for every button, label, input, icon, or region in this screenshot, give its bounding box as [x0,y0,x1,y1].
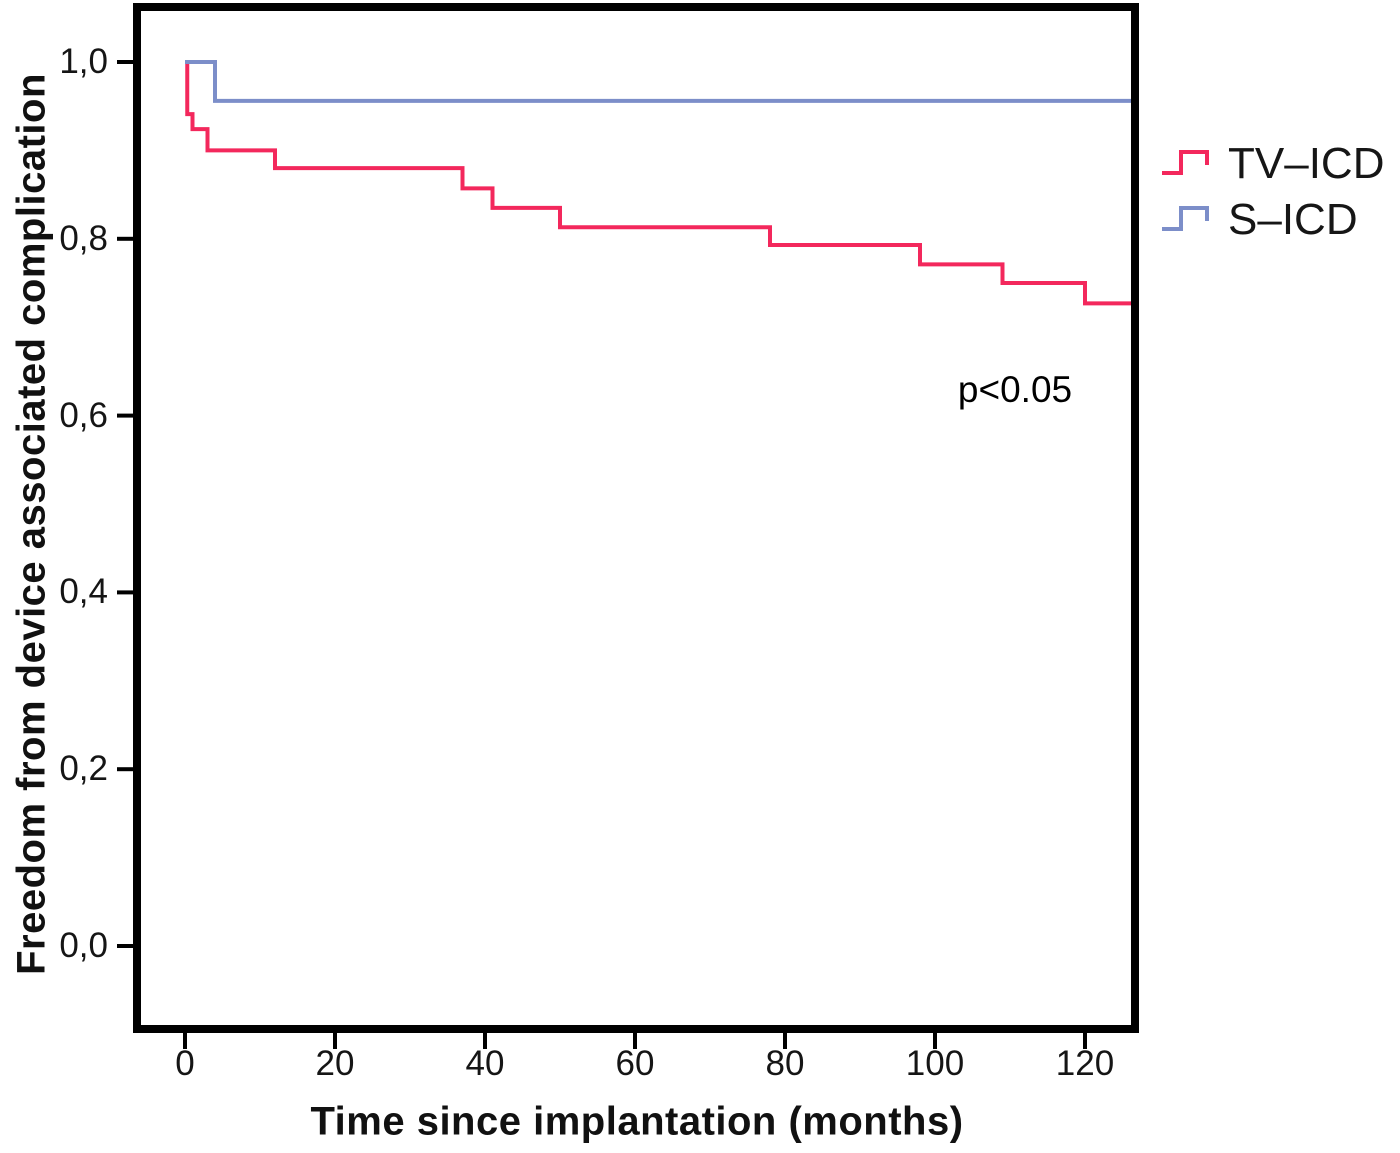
legend: TV–ICD S–ICD [1160,140,1384,244]
x-tick-label: 80 [765,1044,805,1083]
legend-item-tv-icd: TV–ICD [1160,140,1384,188]
x-tick-label: 100 [905,1044,965,1083]
series-curve-1 [185,60,1133,103]
y-tick-label: 0,2 [59,749,108,789]
y-tick-label: 0,0 [59,926,108,965]
x-tick-label: 20 [315,1044,355,1083]
step-line-icon [1162,150,1209,175]
plot-frame [133,3,1139,1033]
y-tick-label: 1,0 [59,42,108,81]
legend-label-tv-icd: TV–ICD [1228,139,1385,188]
x-tick-label: 40 [465,1044,505,1083]
x-axis-title: Time since implantation (months) [310,1099,964,1144]
x-tick-label: 60 [615,1044,655,1083]
y-tick-label: 0,6 [59,395,108,435]
y-tick-label: 0,4 [59,572,108,612]
x-tick-label: 0 [175,1044,195,1083]
y-tick-label: 0,8 [59,218,108,258]
legend-label-s-icd: S–ICD [1228,195,1358,244]
p-value-annotation: p<0.05 [957,369,1073,410]
legend-item-s-icd: S–ICD [1160,196,1384,244]
series-curve-0 [185,60,1133,306]
step-line-icon [1162,206,1209,231]
x-tick-label: 120 [1055,1044,1115,1083]
y-axis-title: Freedom from device associated complicat… [9,73,54,975]
